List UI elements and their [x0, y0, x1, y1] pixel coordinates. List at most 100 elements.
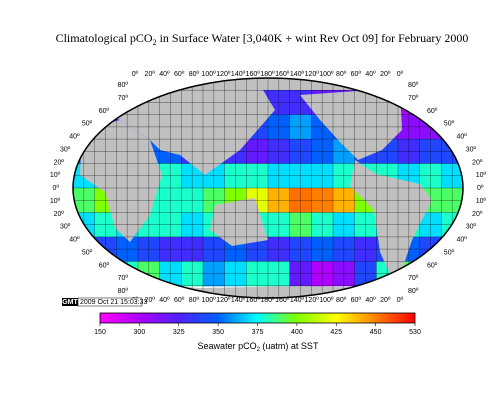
lon-label-top: 20º — [145, 71, 156, 78]
colorbar-tick-label: 375 — [252, 329, 264, 336]
title-text: Climatological pCO — [56, 31, 153, 45]
pco2-cell — [73, 90, 95, 115]
lon-label-top: 0º — [132, 71, 139, 78]
lat-label-left: 50º — [82, 249, 93, 256]
lon-label-bottom: 100º — [201, 297, 216, 304]
colorbar-tick-label: 325 — [173, 329, 185, 336]
lon-label-bottom: 160º — [246, 297, 261, 304]
lat-label-left: 20º — [54, 159, 65, 166]
pco2-cell — [311, 261, 334, 287]
pco2-cell — [441, 261, 463, 287]
lat-label-left: 70º — [118, 95, 129, 102]
lat-label-left: 60º — [99, 108, 110, 115]
pco2-cell — [311, 212, 334, 238]
lon-label-bottom: 160º — [275, 297, 290, 304]
lat-label-left: 40º — [69, 134, 80, 141]
pco2-cell — [73, 261, 95, 287]
colorbar-tick-label: 150 — [94, 329, 106, 336]
pco2-cell — [203, 261, 225, 287]
pco2-cell — [311, 237, 334, 262]
lat-label-left: 40º — [69, 237, 80, 244]
lon-label-bottom: 40º — [365, 297, 376, 304]
colorbar-label-text: Seawater pCO — [198, 341, 257, 351]
title-subscript: 2 — [153, 38, 157, 47]
lon-label-top: 180º — [260, 71, 275, 78]
lat-label-left: 20º — [54, 211, 65, 218]
lon-label-top: 160º — [246, 71, 261, 78]
lon-label-bottom: 120º — [305, 297, 320, 304]
lat-label-right: 50º — [444, 121, 455, 128]
lat-label-left: 30º — [60, 146, 71, 153]
lon-label-top: 100º — [319, 71, 334, 78]
lon-label-top: 160º — [275, 71, 290, 78]
gmt-logo-box — [62, 298, 78, 306]
lon-label-bottom: 100º — [319, 297, 334, 304]
lat-label-right: 40º — [456, 237, 467, 244]
gmt-logo: GMT — [62, 299, 78, 306]
colorbar-tick-label: 425 — [330, 329, 342, 336]
colorbar-label: Seawater pCO2 (uatm) at SST — [198, 341, 319, 353]
lat-label-right: 10º — [476, 172, 487, 179]
lat-label-right: 50º — [444, 249, 455, 256]
lat-label-left: 30º — [60, 224, 71, 231]
lon-label-bottom: 60º — [174, 297, 185, 304]
lat-label-right: 60º — [427, 262, 438, 269]
colorbar-tick-label: 300 — [134, 329, 146, 336]
lon-label-top: 140º — [231, 71, 246, 78]
lon-label-bottom: 80º — [336, 297, 347, 304]
lat-label-right: 30º — [466, 224, 477, 231]
lon-label-top: 80º — [336, 71, 347, 78]
lon-label-top: 60º — [174, 71, 185, 78]
lon-label-top: 120º — [216, 71, 231, 78]
pco2-cell — [311, 188, 334, 213]
pco2-cell — [398, 90, 420, 115]
lon-label-top: 140º — [290, 71, 305, 78]
lat-label-left: 80º — [118, 288, 129, 295]
colorbar-label-subscript: 2 — [257, 347, 261, 353]
africa — [80, 120, 162, 242]
title: Climatological pCO2 in Surface Water [3,… — [56, 31, 469, 47]
lon-label-top: 60º — [351, 71, 362, 78]
colorbar-tick-label: 450 — [370, 329, 382, 336]
pco2-cell — [138, 237, 160, 262]
lon-label-top: 100º — [201, 71, 216, 78]
pco2-cell — [441, 90, 463, 115]
eurasia — [95, 85, 275, 175]
colorbar — [99, 312, 416, 324]
lat-label-left: 0º — [53, 185, 60, 192]
lat-label-right: 30º — [466, 146, 477, 153]
north-america — [300, 88, 402, 160]
lon-label-bottom: 20º — [380, 297, 391, 304]
lat-label-left: 60º — [99, 262, 110, 269]
timestamp: 2009 Oct 21 15:03:33 — [80, 299, 147, 306]
lon-label-top: 20º — [380, 71, 391, 78]
lon-label-bottom: 60º — [351, 297, 362, 304]
colorbar-tick-label: 400 — [291, 329, 303, 336]
lon-label-bottom: 40º — [159, 297, 170, 304]
lon-label-top: 40º — [365, 71, 376, 78]
australia — [210, 198, 268, 246]
lon-label-top: 40º — [159, 71, 170, 78]
lon-label-top: 0º — [397, 71, 404, 78]
lat-label-right: 0º — [477, 185, 484, 192]
lat-label-left: 10º — [50, 198, 61, 205]
lat-label-right: 20º — [472, 211, 483, 218]
lat-label-left: 80º — [118, 82, 129, 89]
lat-label-left: 70º — [118, 275, 129, 282]
lat-label-right: 10º — [476, 198, 487, 205]
lat-label-left: 10º — [50, 172, 61, 179]
lat-label-right: 60º — [427, 108, 438, 115]
south-america — [350, 160, 432, 288]
lon-label-bottom: 140º — [290, 297, 305, 304]
lat-label-right: 80º — [408, 288, 419, 295]
colorbar-tick-label: 530 — [409, 329, 421, 336]
lon-label-bottom: 80º — [189, 297, 200, 304]
lon-label-top: 120º — [305, 71, 320, 78]
lon-label-bottom: 120º — [216, 297, 231, 304]
lat-label-right: 70º — [408, 275, 419, 282]
colorbar-ticks: 150 300 325 350 375 400 425 450 530 — [94, 323, 421, 336]
map-frame — [72, 77, 464, 299]
lat-label-right: 20º — [472, 159, 483, 166]
stamp-box — [77, 297, 143, 307]
